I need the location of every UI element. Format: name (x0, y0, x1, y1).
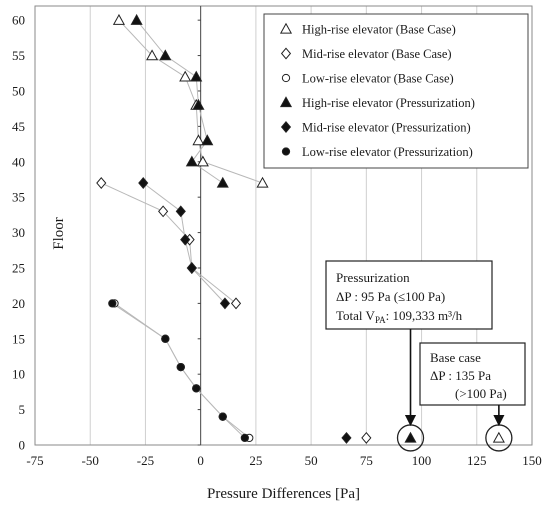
legend-label: High-rise elevator (Pressurization) (302, 96, 475, 110)
y-tick-label: 50 (12, 83, 25, 98)
data-point (158, 205, 169, 218)
y-tick-label: 55 (12, 48, 25, 63)
series-line (136, 19, 224, 184)
legend-label: Low-rise elevator (Pressurization) (302, 145, 473, 159)
legend: High-rise elevator (Base Case) Mid-rise e… (263, 13, 529, 169)
annotation-text: Base case (430, 350, 481, 365)
data-point (196, 155, 209, 167)
data-point (201, 134, 214, 146)
series-line (101, 182, 237, 304)
data-point (159, 49, 172, 61)
x-tick-label: -50 (82, 453, 99, 468)
data-point (192, 384, 201, 393)
data-point (341, 431, 352, 444)
data-point (190, 70, 203, 82)
y-tick-label: 25 (12, 260, 25, 275)
annotation-text: ΔP : 95 Pa (≤100 Pa) (336, 289, 445, 304)
data-point (404, 431, 417, 443)
x-tick-label: 0 (197, 453, 204, 468)
annotations: Pressurization ΔP : 95 Pa (≤100 Pa) Total … (325, 260, 526, 427)
legend-marker (280, 121, 292, 133)
data-point (361, 431, 372, 444)
data-point (161, 334, 170, 343)
legend-marker (279, 96, 293, 108)
legend-marker (281, 73, 291, 83)
y-tick-label: 5 (19, 402, 26, 417)
data-point (112, 13, 125, 25)
legend-marker (281, 147, 291, 156)
data-point (185, 155, 198, 167)
y-tick-label: 0 (19, 438, 26, 453)
legend-label: Mid-rise elevator (Base Case) (302, 47, 452, 61)
y-tick-label: 20 (12, 296, 25, 311)
legend-box (263, 13, 529, 169)
annotation-box (325, 260, 493, 330)
x-tick-label: 75 (360, 453, 373, 468)
legend-marker (279, 22, 293, 34)
data-point (216, 176, 229, 188)
data-point (230, 297, 242, 310)
legend-label: High-rise elevator (Base Case) (302, 23, 456, 37)
data-point (96, 177, 107, 189)
data-point (175, 205, 186, 218)
annotation-text: ΔP : 135 Pa (430, 368, 491, 383)
x-tick-label: 125 (467, 453, 487, 468)
y-axis-label: Floor (51, 217, 67, 250)
y-tick-label: 35 (12, 190, 25, 205)
data-point (180, 233, 191, 246)
annotation-text: Pressurization (336, 270, 410, 285)
series-line (112, 302, 246, 439)
x-tick-label: 150 (522, 453, 542, 468)
y-tick-label: 10 (12, 367, 25, 382)
y-tick-label: 30 (12, 225, 25, 240)
data-point (219, 297, 231, 310)
x-tick-label: 50 (305, 453, 318, 468)
data-point (192, 134, 205, 146)
legend-marker (280, 47, 292, 60)
data-point (240, 433, 249, 443)
data-point (192, 98, 205, 110)
x-tick-label: -75 (26, 453, 43, 468)
legend-label: Low-rise elevator (Base Case) (302, 72, 454, 86)
series-points (96, 13, 505, 444)
data-point (186, 262, 197, 274)
data-point (108, 299, 117, 308)
data-point (138, 177, 149, 189)
legend-label: Mid-rise elevator (Pressurization) (302, 121, 471, 135)
series-lines (101, 19, 263, 439)
y-tick-label: 60 (12, 13, 25, 28)
data-point (130, 13, 143, 25)
x-axis-label: Pressure Differences [Pa] (207, 486, 360, 502)
annotation-text: (>100 Pa) (455, 386, 507, 401)
data-point (176, 362, 185, 372)
highlight-circles (396, 424, 513, 452)
plot-frame (34, 5, 533, 446)
y-tick-label: 45 (12, 119, 25, 134)
x-tick-label: -25 (137, 453, 154, 468)
x-tick-label: 100 (412, 453, 432, 468)
annotation-text: Total VPA: 109,333 m³/h (336, 308, 463, 325)
data-point (492, 431, 505, 443)
data-point (146, 49, 159, 61)
annotation-box (419, 342, 526, 406)
axes: -75 -50 -25 0 25 50 75 100 125 150 0 5 10 15 20 25 30 35 4… (12, 5, 542, 468)
data-point (218, 412, 227, 421)
x-tick-label: 25 (249, 453, 262, 468)
y-tick-label: 15 (12, 331, 25, 346)
data-point (179, 70, 192, 82)
y-tick-label: 40 (12, 154, 25, 169)
data-point (256, 176, 269, 188)
